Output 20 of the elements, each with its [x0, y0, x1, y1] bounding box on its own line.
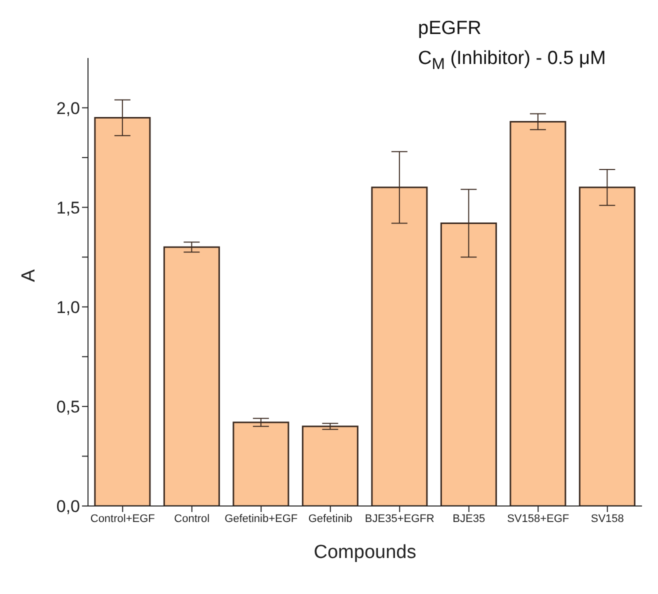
x-tick-label: Control+EGF [90, 512, 156, 525]
x-tick-label: Gefetinib+EGF [224, 512, 298, 525]
x-tick-label: BJE35 [452, 512, 486, 525]
x-tick-label: Gefetinib [308, 512, 352, 525]
bar [302, 426, 358, 506]
chart-subtitle: C$_{M}$ (Inhibitor) - 0.5 μM [418, 47, 606, 75]
y-tick-label: 1,5 [56, 198, 80, 218]
y-tick-label: 1,0 [56, 298, 80, 317]
chart-title: pEGFR [418, 17, 482, 41]
bar [232, 422, 290, 506]
y-tick-label: 2,0 [56, 98, 80, 118]
x-tick-label: Control [174, 512, 210, 525]
y-axis-title: A [18, 269, 40, 282]
bar [163, 246, 220, 506]
y-tick-label: 0,5 [56, 397, 80, 416]
y-tick-label: 0,0 [56, 497, 80, 516]
x-tick-label: BJE35+EGFR [364, 512, 434, 525]
x-tick-label: SV158 [590, 512, 624, 525]
x-tick-label: SV158+EGF [507, 512, 570, 525]
x-axis-title: Compounds [314, 542, 416, 563]
